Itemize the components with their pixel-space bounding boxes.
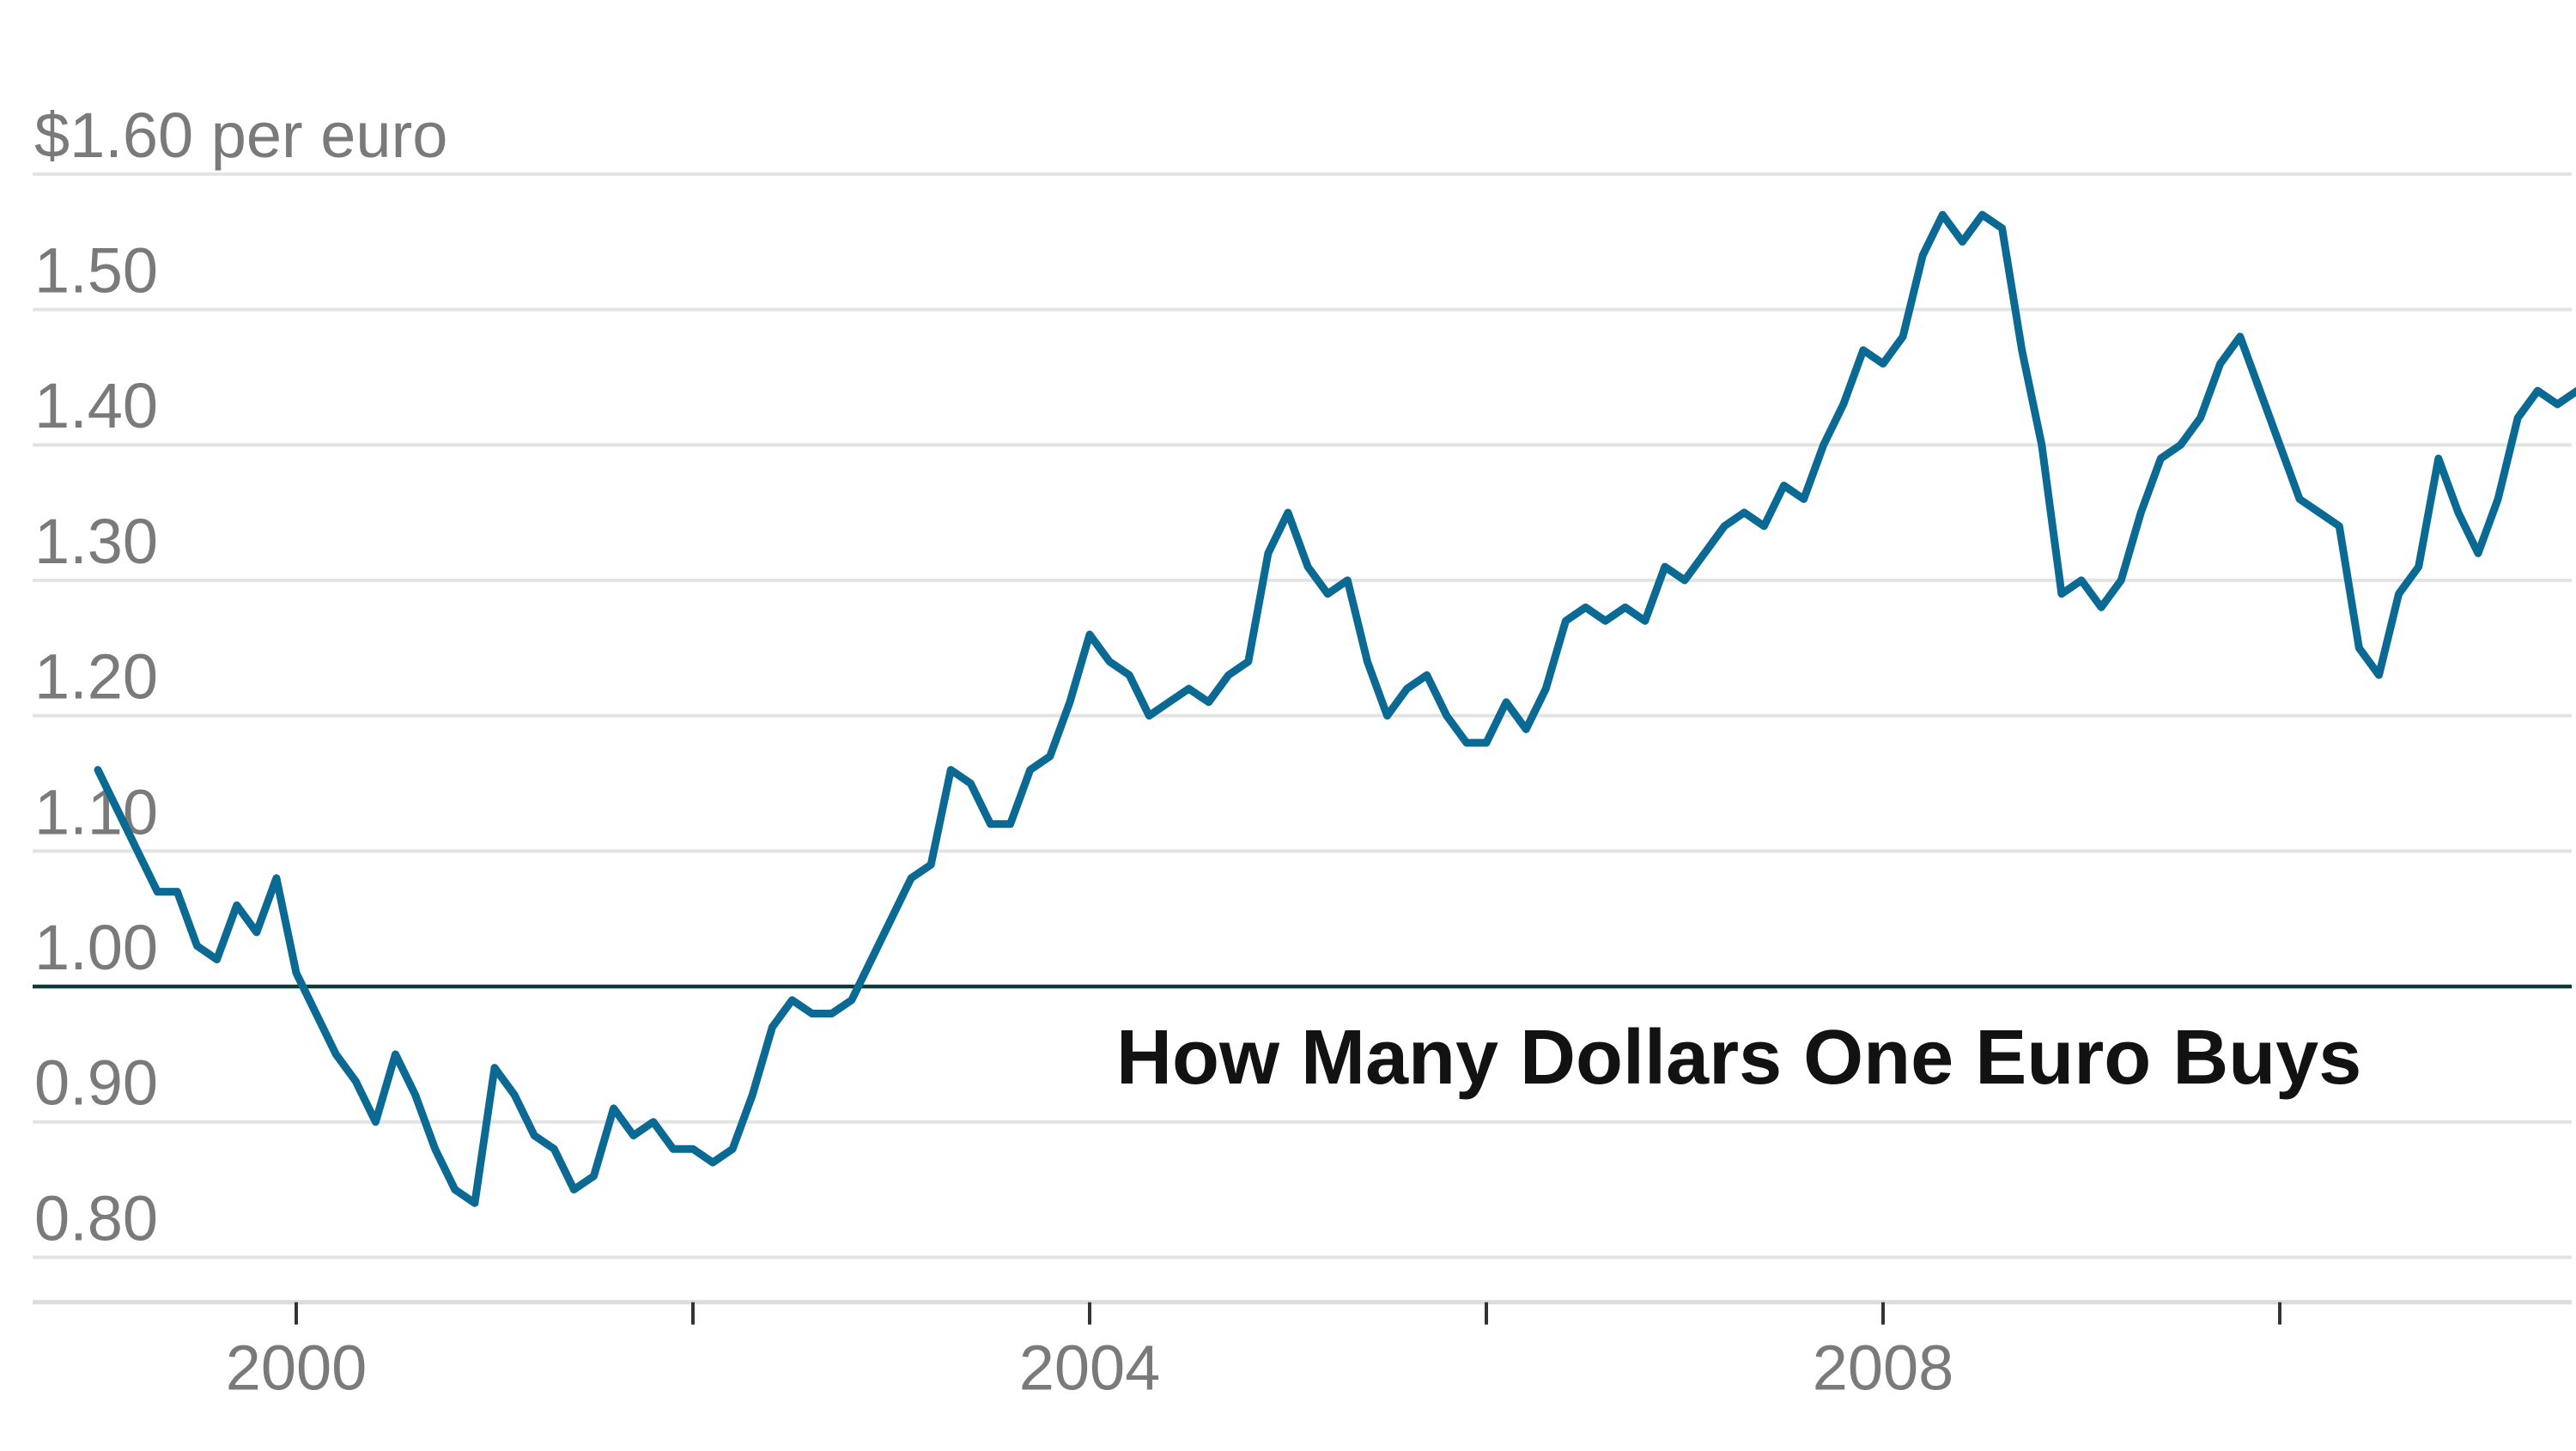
- y-tick-label: 1.30: [34, 506, 158, 577]
- y-tick-label: 0.90: [34, 1047, 158, 1119]
- x-axis-labels: 200020042008201220162020: [226, 1333, 1954, 1404]
- y-tick-label: 0.80: [34, 1182, 158, 1254]
- x-tick-label: 2008: [1813, 1333, 1954, 1404]
- x-tick-label: 2000: [226, 1333, 368, 1404]
- y-tick-label: $1.60 per euro: [34, 100, 447, 171]
- chart-title: How Many Dollars One Euro Buys: [1116, 1015, 2361, 1101]
- grid-lines: [33, 172, 2572, 1260]
- y-tick-label: 1.00: [34, 912, 158, 983]
- y-tick-label: 1.50: [34, 235, 158, 307]
- y-axis-labels: $1.60 per euro 1.50 1.40 1.30 1.20 1.10 1.00 0.…: [34, 100, 447, 1254]
- y-tick-label: 1.40: [34, 370, 158, 441]
- y-tick-label: 1.20: [34, 641, 158, 713]
- x-axis: [33, 1300, 2572, 1325]
- y-tick-label: 1.10: [34, 776, 158, 847]
- series-line-eur-usd: [94, 210, 2576, 1207]
- x-tick-label: 2004: [1019, 1333, 1161, 1404]
